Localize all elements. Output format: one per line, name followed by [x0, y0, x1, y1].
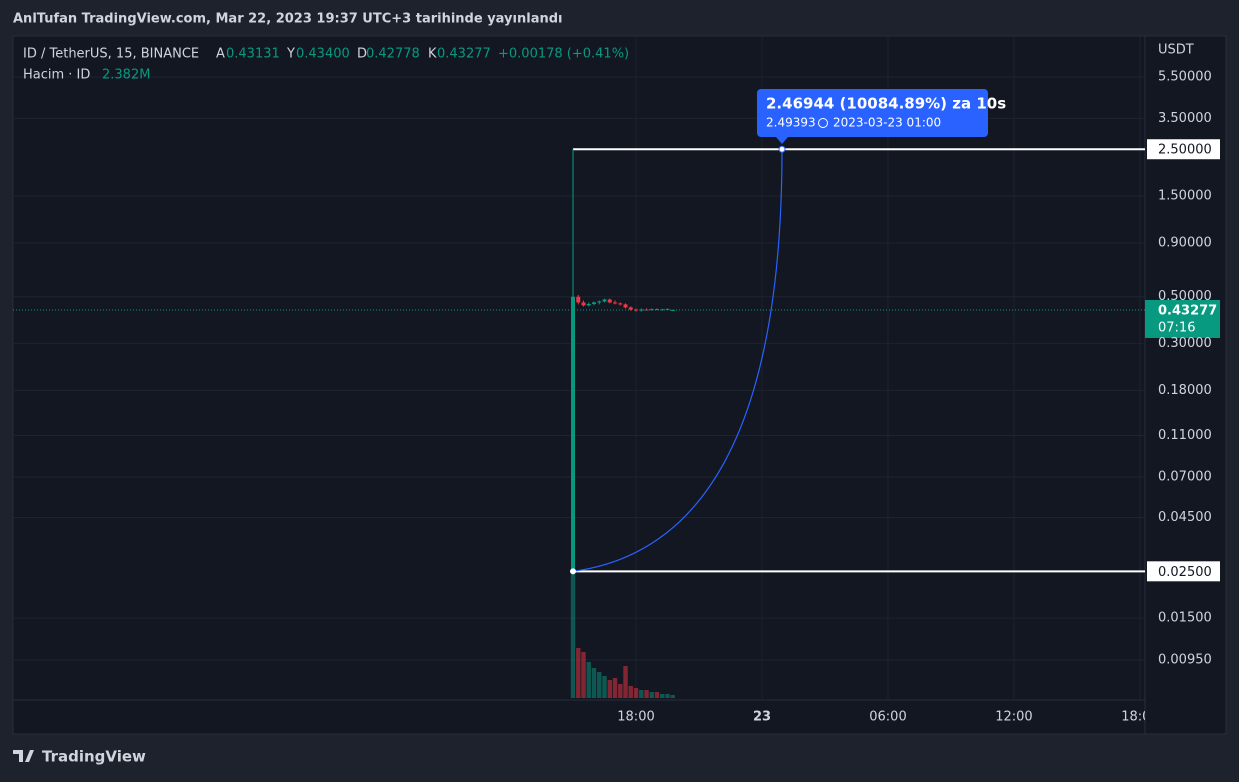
candle-body	[660, 309, 665, 311]
countdown: 07:16	[1158, 320, 1195, 335]
volume-bar	[644, 690, 649, 698]
candle-body	[613, 302, 618, 304]
y-tick-label: 0.11000	[1158, 428, 1212, 443]
low-label: D	[357, 47, 367, 62]
candle-body	[628, 307, 633, 310]
candle-body	[602, 299, 607, 302]
symbol: ID / TetherUS, 15, BINANCE	[23, 47, 199, 62]
y-tick-label: 0.90000	[1158, 235, 1212, 250]
y-tick-label: 0.30000	[1158, 336, 1212, 351]
publish-title: AnlTufan TradingView.com, Mar 22, 2023 1…	[13, 12, 562, 27]
logo-icon	[13, 750, 34, 762]
candle-body	[576, 296, 581, 303]
volume-label: Hacim · ID	[23, 68, 90, 83]
y-tick-label: 0.18000	[1158, 383, 1212, 398]
open-value: 0.43131	[226, 47, 280, 62]
volume-bar	[597, 672, 602, 698]
projection-label: 2.46944 (10084.89%) za 10s	[766, 95, 1006, 113]
candle-body	[592, 302, 597, 304]
x-tick-label: 06:00	[869, 710, 906, 725]
y-tick-label: 0.00950	[1158, 652, 1212, 667]
grid	[13, 36, 1145, 700]
level-label-box	[1147, 561, 1220, 582]
close-value: 0.43277	[437, 47, 491, 62]
y-tick-label: 0.07000	[1158, 469, 1212, 484]
candle-body	[670, 309, 675, 311]
y-tick-label: 0.50000	[1158, 289, 1212, 304]
y-tick-label: 0.04500	[1158, 510, 1212, 525]
projection-date: 2023-03-23 01:00	[833, 116, 941, 130]
candle-body	[634, 309, 639, 311]
volume-bar	[654, 692, 660, 698]
brand: TradingView	[42, 748, 146, 766]
close-label: K	[428, 47, 437, 62]
high-value: 0.43400	[296, 47, 350, 62]
anchor	[570, 568, 577, 575]
candle-body	[597, 301, 602, 303]
anchor	[778, 145, 786, 153]
projection-box	[757, 89, 988, 137]
candle-body	[649, 309, 654, 311]
candle-body	[623, 304, 628, 308]
clock-icon	[818, 118, 828, 128]
last-price-label: 0.43277	[1158, 303, 1217, 318]
volume-bar	[591, 668, 597, 698]
change: +0.00178 (+0.41%)	[498, 47, 629, 62]
volume-bar	[618, 684, 623, 698]
volume-bar	[639, 690, 644, 698]
volume-bar	[570, 572, 576, 698]
level-label: 0.02500	[1158, 565, 1212, 580]
candle-body	[655, 309, 660, 311]
volume-bar	[607, 680, 612, 698]
volume-bar	[649, 692, 654, 698]
level-label-box	[1147, 139, 1220, 160]
x-tick-label: 12:00	[995, 710, 1032, 725]
volume-bar	[628, 686, 633, 698]
candle-body	[618, 303, 623, 305]
x-tick-label: 23	[753, 710, 771, 725]
volume-bar	[581, 652, 586, 698]
open-label: A	[216, 47, 225, 62]
projection-price: 2.49393	[766, 116, 816, 130]
y-tick-label: 3.50000	[1158, 111, 1212, 126]
volume-bar	[576, 648, 581, 698]
volume-bar	[612, 678, 618, 698]
volume-value: 2.382M	[102, 68, 150, 83]
candle-body	[639, 309, 644, 311]
volume-bar	[623, 666, 628, 698]
x-tick-label: 18:00	[1121, 710, 1158, 725]
y-axis-title: USDT	[1158, 43, 1194, 58]
y-tick-label: 0.01500	[1158, 611, 1212, 626]
volume-bar	[670, 695, 675, 698]
volume-bar	[633, 688, 639, 698]
candle-body	[581, 302, 586, 306]
level-label: 2.50000	[1158, 143, 1212, 158]
y-tick-label: 1.50000	[1158, 189, 1212, 204]
low-value: 0.42778	[366, 47, 420, 62]
chart-panel	[12, 35, 1227, 735]
candle-body	[586, 303, 591, 306]
volume-bar	[602, 676, 607, 698]
projection-curve	[572, 149, 783, 572]
volume-bar	[665, 694, 670, 698]
x-tick-label: 18:00	[617, 710, 654, 725]
volume-bar	[660, 694, 665, 698]
candle-body	[665, 308, 670, 310]
y-tick-label: 5.50000	[1158, 69, 1212, 84]
volume-bar	[586, 662, 591, 698]
projection-pointer	[776, 137, 788, 144]
last-price-box	[1145, 299, 1220, 338]
marks: 2.50000 0.02500 2.46944 (10084.89%) za 10s…	[13, 89, 1220, 698]
candle-body	[607, 299, 612, 303]
logo	[13, 750, 34, 762]
high-label: Y	[286, 47, 295, 62]
